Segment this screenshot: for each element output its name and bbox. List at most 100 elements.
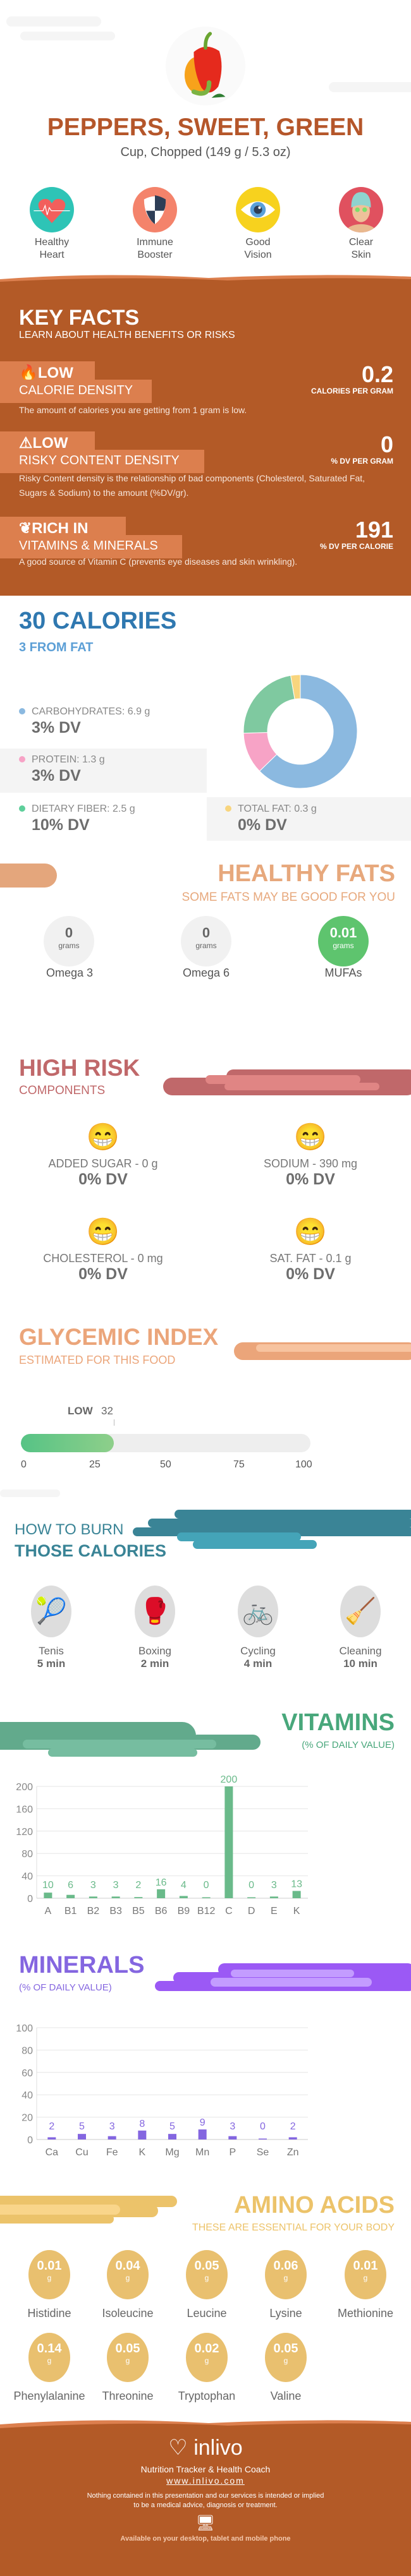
x-tick-label: B6	[155, 1906, 168, 1917]
calories-from-fat: 3 FROM FAT	[19, 641, 94, 654]
macro-bg	[0, 749, 207, 793]
bar-Mg	[168, 2134, 176, 2140]
amino-bubble: 0.05 g	[265, 2333, 307, 2382]
amino-unit: g	[204, 2356, 209, 2365]
macro-dv: 10% DV	[32, 816, 90, 834]
cloud-decoration	[6, 16, 101, 27]
amino-name: Phenylalanine	[13, 2390, 85, 2402]
amino-value: 0.06	[273, 2259, 298, 2273]
cloud-decoration	[0, 1490, 60, 1497]
stripe-decoration	[206, 1075, 360, 1084]
amino-phenylalanine: 0.14 g Phenylalanine	[11, 2333, 87, 2403]
donut-slice	[243, 675, 295, 734]
risk-dv: 0% DV	[78, 1265, 128, 1283]
bar-B9	[179, 1896, 188, 1898]
amino-isoleucine: 0.04 g Isoleucine	[90, 2250, 166, 2320]
footer	[0, 2429, 411, 2576]
macro-bg	[207, 797, 411, 841]
y-tick-label: 60	[21, 2068, 33, 2079]
amino-bubble: 0.14 g	[28, 2333, 70, 2382]
scale-tick: 50	[160, 1459, 171, 1470]
bar-C	[224, 1786, 233, 1898]
eye-icon	[236, 187, 280, 232]
vitamins-bar-chart: 0 40 80 120 160 200 10 A 6 B1 3 B2 3 B3 2 B5 16 B6 4 B9 0 B12…	[16, 1774, 308, 1917]
amino-unit: g	[125, 2273, 130, 2282]
macro-protein: PROTEIN: 1.3 g 3% DV	[19, 754, 209, 785]
y-tick-label: 0	[27, 2135, 33, 2146]
x-tick-label: B12	[197, 1906, 216, 1917]
glycemic-value: 32	[101, 1405, 113, 1417]
leaf-icon: ❦	[19, 520, 32, 537]
fat-unit: grams	[195, 941, 217, 950]
warning-icon: ⚠	[19, 435, 33, 452]
stripe-decoration	[256, 1344, 411, 1352]
amino-bubble: 0.06 g	[265, 2250, 307, 2299]
risk-label: SAT. FAT - 0.1 g	[269, 1252, 352, 1265]
scale-tick: 100	[295, 1459, 312, 1470]
minerals-subtitle: (% OF DAILY VALUE)	[19, 1982, 112, 1993]
x-tick-label: A	[45, 1906, 52, 1917]
benefit-label: Heart	[39, 250, 64, 260]
risk-dv: 0% DV	[286, 1171, 335, 1188]
benefits-row: Healthy Heart Immune Booster Good Vision…	[0, 187, 411, 269]
y-tick-label: 0	[27, 1894, 33, 1905]
data-label: 200	[221, 1774, 238, 1785]
x-tick-label: Mn	[195, 2147, 209, 2158]
x-tick-label: P	[229, 2147, 236, 2158]
bar-A	[44, 1893, 52, 1898]
x-tick-label: B2	[87, 1906, 100, 1917]
bar-Zn	[288, 2137, 297, 2140]
activity-time: 2 min	[140, 1658, 169, 1670]
key-facts-subtitle: LEARN ABOUT HEALTH BENEFITS OR RISKS	[19, 330, 235, 340]
donut-slice	[290, 674, 301, 700]
footer-tagline: Nutrition Tracker & Health Coach	[140, 2464, 271, 2474]
glycemic-title: GLYCEMIC INDEX	[19, 1324, 219, 1350]
vitamins-subtitle: (% OF DAILY VALUE)	[302, 1740, 395, 1750]
bicycle-icon: 🚲	[238, 1586, 278, 1637]
fact-description: The amount of calories you are getting f…	[19, 405, 247, 415]
amino-title: AMINO ACIDS	[233, 2192, 395, 2218]
amino-name: Valine	[270, 2390, 302, 2402]
amino-valine: 0.05 g Valine	[248, 2333, 324, 2403]
benefit-clear-skin: Clear Skin	[331, 187, 391, 262]
macro-dv: 3% DV	[32, 767, 81, 785]
fact-unit: % DV PER GRAM	[331, 457, 393, 466]
amino-subtitle: THESE ARE ESSENTIAL FOR YOUR BODY	[192, 2222, 395, 2233]
footer-url[interactable]: www.inlivo.com	[166, 2476, 245, 2486]
x-tick-label: Mg	[165, 2147, 179, 2158]
stripe-decoration	[175, 1510, 411, 1519]
y-tick-label: 200	[16, 1782, 33, 1793]
activity-name: Cycling	[240, 1645, 276, 1657]
activity-boxing: 🥊 Boxing 2 min	[117, 1586, 193, 1670]
legend-dot	[19, 708, 25, 714]
amino-name: Threonine	[102, 2390, 154, 2402]
benefit-good-vision: Good Vision	[228, 187, 288, 262]
benefit-label: Clear	[348, 237, 374, 248]
benefit-label: Healthy	[34, 237, 70, 248]
footer-disclaimer: Nothing contained in this presentation a…	[87, 2492, 324, 2500]
smiley-icon: 😁	[86, 1122, 120, 1152]
amino-bubble: 0.01 g	[28, 2250, 70, 2299]
x-tick-label: Se	[257, 2147, 269, 2158]
fact-risky-content-label: RISKY CONTENT DENSITY	[0, 450, 204, 473]
x-tick-label: K	[138, 2147, 145, 2158]
bar-Cu	[78, 2134, 86, 2140]
stripe-decoration	[148, 1519, 411, 1527]
brand-logo: ♡ inlivo	[0, 2435, 411, 2460]
food-image	[166, 27, 245, 105]
y-tick-label: 40	[21, 2090, 33, 2101]
amino-unit: g	[47, 2273, 52, 2282]
amino-unit: g	[125, 2356, 130, 2365]
amino-value: 0.01	[353, 2259, 378, 2273]
x-tick-label: B3	[109, 1906, 122, 1917]
data-label: 3	[230, 2121, 235, 2132]
benefit-healthy-heart: Healthy Heart	[22, 187, 82, 262]
amino-bubble: 0.02 g	[186, 2333, 228, 2382]
amino-name: Histidine	[27, 2307, 71, 2320]
minerals-title: MINERALS	[19, 1952, 145, 1978]
y-tick-label: 40	[21, 1872, 33, 1882]
data-label: 0	[248, 1880, 254, 1891]
stripe-decoration	[211, 1978, 372, 1987]
fat-value: 0	[64, 925, 73, 941]
x-tick-label: Zn	[287, 2147, 299, 2158]
